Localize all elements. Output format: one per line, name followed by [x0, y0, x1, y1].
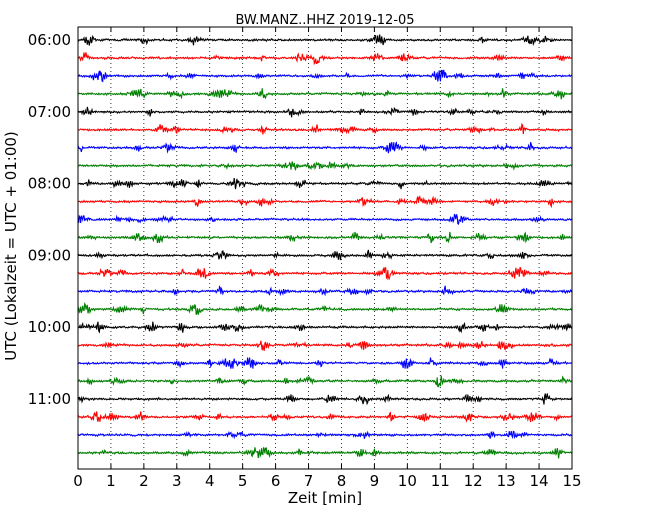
- trace-line: [77, 393, 573, 406]
- x-tick-label: 2: [139, 472, 149, 490]
- y-tick-label: 08:00: [28, 175, 71, 193]
- trace-line: [77, 302, 573, 315]
- x-tick-label: 10: [398, 472, 417, 490]
- trace-line: [77, 266, 573, 281]
- x-tick-label: 6: [271, 472, 281, 490]
- x-tick-label: 4: [205, 472, 215, 490]
- vertical-gridlines: [110, 27, 540, 469]
- trace-line: [77, 69, 573, 83]
- trace-line: [77, 340, 573, 351]
- trace-line: [77, 430, 573, 440]
- trace-line: [77, 375, 573, 388]
- y-tick-label: 06:00: [28, 31, 71, 49]
- x-axis-ticks: 0 1 2 3 4 5 6 7 8 9 10 11 12 13 14 15: [73, 27, 582, 490]
- trace-line: [77, 321, 573, 334]
- trace-line: [77, 106, 573, 118]
- seismic-traces: [77, 34, 573, 459]
- trace-line: [77, 411, 573, 423]
- trace-line: [77, 34, 573, 46]
- trace-line: [77, 88, 573, 100]
- x-tick-label: 3: [172, 472, 182, 490]
- trace-line: [77, 249, 573, 261]
- y-tick-label: 10:00: [28, 318, 71, 336]
- x-tick-label: 12: [464, 472, 483, 490]
- trace-line: [77, 52, 573, 66]
- x-tick-label: 7: [304, 472, 314, 490]
- x-axis-label: Zeit [min]: [288, 489, 362, 507]
- x-tick-label: 15: [562, 472, 581, 490]
- y-axis-label: UTC (Lokalzeit = UTC + 01:00): [2, 131, 20, 361]
- x-tick-label: 1: [106, 472, 116, 490]
- x-tick-label: 5: [238, 472, 248, 490]
- trace-line: [77, 178, 573, 190]
- y-tick-label: 09:00: [28, 246, 71, 264]
- y-axis-ticks: 06:00 07:00 08:00 09:00 10:00 11:00: [28, 31, 572, 408]
- x-tick-label: 0: [73, 472, 83, 490]
- trace-line: [77, 195, 573, 209]
- trace-line: [77, 285, 573, 297]
- plot-frame: [77, 26, 573, 470]
- chart-title: BW.MANZ..HHZ 2019-12-05: [235, 13, 414, 28]
- trace-line: [77, 161, 573, 171]
- x-tick-label: 9: [370, 472, 380, 490]
- x-tick-label: 13: [497, 472, 516, 490]
- y-tick-label: 07:00: [28, 103, 71, 121]
- trace-line: [77, 213, 573, 225]
- x-tick-label: 8: [337, 472, 347, 490]
- x-tick-label: 14: [530, 472, 549, 490]
- trace-line: [77, 447, 573, 459]
- trace-line: [77, 231, 573, 244]
- x-tick-label: 11: [431, 472, 450, 490]
- trace-line: [77, 357, 573, 369]
- y-tick-label: 11:00: [28, 390, 71, 408]
- trace-line: [77, 141, 573, 154]
- trace-line: [77, 122, 573, 135]
